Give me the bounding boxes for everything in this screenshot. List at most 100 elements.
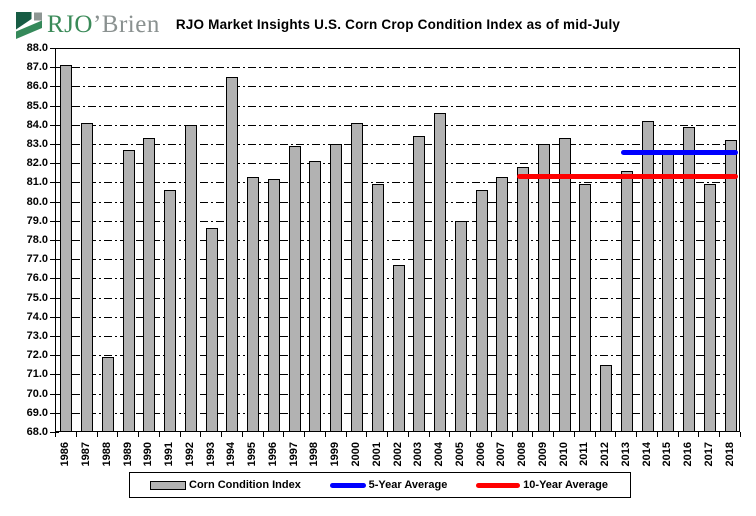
x-axis-tick [594, 432, 596, 437]
5-year-average-line [620, 150, 738, 156]
x-axis-tick [698, 432, 700, 437]
y-axis-tick [50, 278, 59, 280]
gridline-87.0 [56, 67, 739, 69]
y-axis-label: 72.0 [26, 349, 48, 362]
red-line-swatch-icon [476, 482, 521, 488]
x-axis-tick [636, 432, 638, 437]
bar-2016 [683, 126, 696, 432]
y-axis-tick [50, 316, 59, 318]
x-axis-tick [366, 432, 368, 437]
bar-1999 [330, 144, 343, 432]
x-axis-tick [511, 432, 513, 437]
bar-2014 [641, 120, 654, 432]
y-axis-label: 82.0 [26, 157, 48, 170]
x-axis-label-2017: 2017 [702, 442, 715, 467]
bar-2001 [371, 184, 384, 432]
bar-1995 [247, 176, 260, 432]
y-axis-tick [50, 86, 59, 88]
legend-label: 10-Year Average [523, 479, 608, 491]
blue-line-swatch-icon [329, 482, 366, 488]
y-axis-label: 74.0 [26, 310, 48, 323]
bar-2012 [600, 364, 613, 432]
y-axis-label: 73.0 [26, 330, 48, 342]
bar-1998 [309, 161, 322, 432]
bar-2006 [475, 190, 488, 432]
y-axis-tick [50, 374, 59, 376]
y-axis-tick [50, 144, 59, 145]
x-axis-tick [719, 432, 721, 437]
x-axis-label-1986: 1986 [59, 442, 72, 467]
x-axis-tick [179, 432, 181, 437]
bar-2002 [392, 264, 405, 432]
bar-1987 [81, 122, 94, 432]
x-axis-tick [200, 432, 202, 437]
bar-1990 [143, 138, 156, 432]
bar-1996 [267, 178, 280, 432]
bar-1993 [205, 228, 218, 432]
bar-2005 [454, 220, 467, 432]
bar-2018 [724, 140, 737, 432]
x-axis-label-2014: 2014 [640, 442, 653, 467]
rjobrien-logo-icon [16, 12, 42, 39]
y-axis-label: 87.0 [26, 61, 48, 74]
x-axis-tick [573, 432, 575, 437]
x-axis-tick [656, 432, 658, 437]
bar-2004 [434, 113, 446, 432]
x-axis-tick [304, 432, 306, 437]
x-axis-tick [158, 432, 160, 437]
y-axis-label: 77.0 [26, 253, 48, 266]
bar-2010 [558, 138, 571, 432]
x-axis-tick [262, 432, 264, 437]
x-axis-tick [490, 432, 492, 437]
bar-1988 [101, 357, 114, 432]
x-axis-tick [387, 432, 389, 437]
x-axis-tick [677, 432, 679, 437]
plot-area [55, 48, 740, 432]
y-axis-label: 83.0 [26, 138, 48, 150]
x-axis-label-1988: 1988 [100, 442, 113, 467]
x-axis-tick [449, 432, 451, 437]
y-axis-tick [50, 297, 59, 299]
rjobrien-logo-text: RJO’Brien [47, 11, 160, 39]
bar-1989 [122, 149, 135, 432]
y-axis-label: 75.0 [26, 291, 48, 304]
y-axis-tick [50, 336, 59, 337]
y-axis-label: 78.0 [26, 234, 48, 246]
x-axis-tick [345, 432, 347, 437]
x-axis-tick [221, 432, 223, 437]
y-axis-label: 88.0 [26, 42, 48, 54]
x-axis-label-2018: 2018 [723, 442, 736, 467]
y-axis-label: 69.0 [26, 406, 48, 419]
bar-2000 [350, 122, 363, 432]
gridline-84.0 [56, 124, 739, 126]
y-axis-label: 76.0 [26, 272, 48, 285]
y-axis-label: 71.0 [26, 368, 48, 381]
x-axis-tick [470, 432, 472, 437]
y-axis-tick [50, 182, 59, 184]
x-axis-label-2016: 2016 [682, 442, 695, 467]
gridline-79.0 [56, 220, 739, 222]
gridline-86.0 [56, 86, 739, 88]
bar-1992 [184, 124, 197, 432]
y-axis-tick [50, 259, 59, 261]
y-axis-tick [50, 201, 59, 203]
y-axis-tick [50, 220, 59, 222]
x-axis-tick [532, 432, 534, 437]
logo-obrien-text: ’Brien [92, 11, 160, 38]
bar-1994 [226, 76, 239, 432]
bar-2015 [662, 153, 675, 432]
x-axis-tick [407, 432, 409, 437]
y-axis-label: 81.0 [26, 176, 48, 189]
bar-2013 [620, 170, 633, 432]
x-axis-tick [75, 432, 77, 437]
legend-item-10-year-average: 10-Year Average [476, 479, 608, 491]
y-axis-tick [50, 163, 59, 165]
gridline-85.0 [56, 105, 739, 107]
y-axis-tick [50, 355, 59, 357]
gridline-82.0 [56, 163, 739, 165]
bar-2009 [537, 144, 550, 432]
y-axis-tick [50, 432, 59, 433]
y-axis-label: 68.0 [26, 426, 48, 438]
logo-rjo-text: RJO [47, 11, 93, 38]
